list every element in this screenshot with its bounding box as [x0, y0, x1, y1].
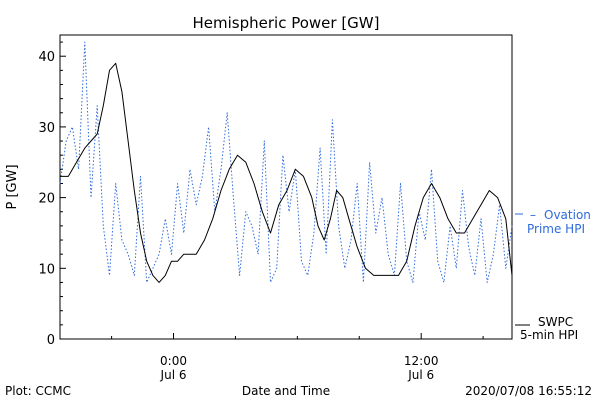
legend-ovation-dash: –: [530, 208, 536, 222]
x-tick-time-label: 0:00: [160, 354, 187, 368]
x-tick-date-label: Jul 6: [160, 368, 187, 382]
legend-swpc-label-2: 5-min HPI: [520, 328, 578, 342]
series-ovation-prime-line: [59, 41, 513, 283]
x-axis-label: Date and Time: [242, 384, 330, 398]
legend-ovation: – Ovation Prime HPI: [515, 208, 591, 236]
chart-title: Hemispheric Power [GW]: [193, 14, 380, 32]
legend-ovation-label-1: Ovation: [544, 208, 591, 222]
y-axis-label: P [GW]: [5, 164, 20, 209]
y-tick-label: 30: [38, 121, 55, 136]
x-tick-date-label: Jul 6: [407, 368, 434, 382]
legend-ovation-label-2: Prime HPI: [527, 222, 585, 236]
plot-frame: [59, 34, 513, 340]
footer-timestamp: 2020/07/08 16:55:12: [465, 384, 592, 398]
legend-swpc: SWPC 5-min HPI: [515, 315, 578, 342]
y-tick-label: 0: [47, 333, 55, 348]
y-tick-label: 40: [38, 50, 55, 65]
series-layer: [59, 41, 513, 283]
y-axis-ticks: 0 10 20 30 40: [38, 41, 66, 348]
legend-swpc-label-1: SWPC: [538, 315, 573, 329]
y-tick-label: 10: [38, 262, 55, 277]
y-tick-label: 20: [38, 192, 55, 207]
x-tick-time-label: 12:00: [404, 354, 439, 368]
series-swpc-line: [60, 62, 513, 283]
footer-plot-credit: Plot: CCMC: [5, 384, 71, 398]
